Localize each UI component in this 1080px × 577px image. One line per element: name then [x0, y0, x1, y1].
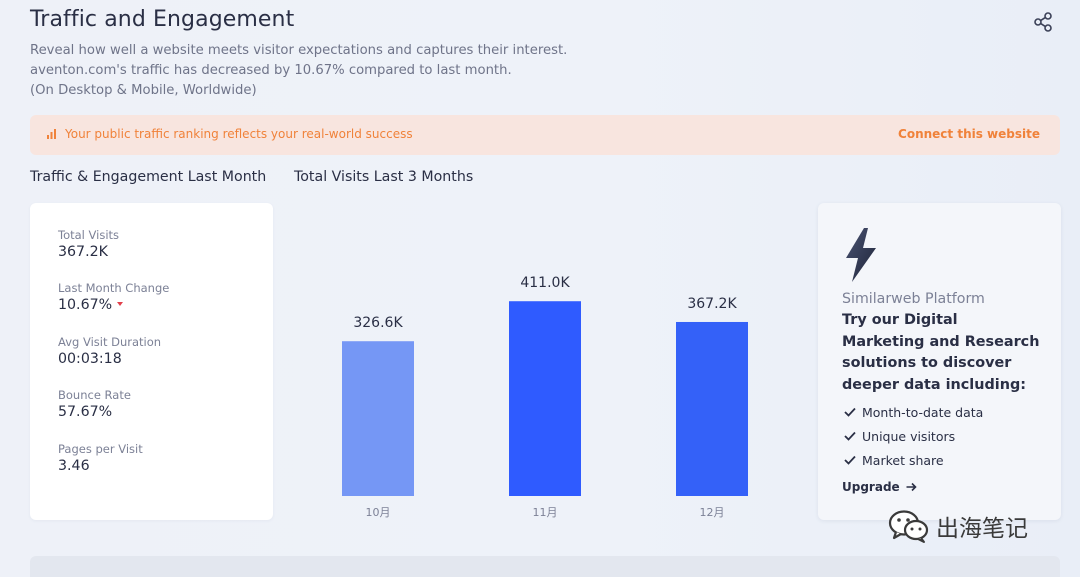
metric-label: Last Month Change: [58, 281, 170, 295]
total-visits-chart: 326.6K 10月 411.0K 11月 367.2K 12月: [290, 200, 810, 530]
upgrade-link[interactable]: Upgrade: [842, 480, 917, 494]
bar-1[interactable]: [509, 301, 581, 496]
wechat-icon: [888, 510, 929, 543]
metric-bounce-rate: Bounce Rate 57.67%: [58, 388, 131, 420]
bar-chart-svg: 326.6K 10月 411.0K 11月 367.2K 12月: [342, 275, 748, 519]
metrics-section-label: Traffic & Engagement Last Month: [30, 169, 267, 185]
metric-value: 00:03:18: [58, 351, 161, 367]
promo-platform-name: Similarweb Platform: [842, 291, 985, 307]
list-item-label: Month-to-date data: [862, 404, 984, 420]
bar-0[interactable]: [342, 341, 414, 496]
check-icon: [844, 407, 856, 417]
metric-value: 367.2K: [58, 244, 119, 260]
banner-text: Your public traffic ranking reflects you…: [65, 127, 413, 141]
check-icon: [844, 455, 856, 465]
metric-pages-per-visit: Pages per Visit 3.46: [58, 442, 143, 474]
check-icon: [844, 431, 856, 441]
description-line: (On Desktop & Mobile, Worldwide): [30, 83, 257, 98]
metric-value-text: 10.67%: [58, 297, 113, 313]
metric-label: Bounce Rate: [58, 388, 131, 402]
metric-value-text: 367.2K: [58, 244, 108, 260]
metric-last-month-change: Last Month Change 10.67%: [58, 281, 169, 313]
next-section-card: [30, 556, 1060, 577]
bar-value-label: 326.6K: [353, 315, 403, 331]
x-tick-label: 12月: [700, 506, 725, 519]
trend-down-icon: [117, 301, 124, 306]
arrow-right-icon: [906, 482, 917, 492]
watermark-text: 出海笔记: [936, 516, 1028, 542]
metric-label: Pages per Visit: [58, 442, 143, 456]
promo-card: Similarweb Platform Try our Digital Mark…: [818, 203, 1061, 520]
description-line: aventon.com's traffic has decreased by 1…: [30, 63, 512, 78]
metric-value-text: 00:03:18: [58, 351, 122, 367]
bar-chart-icon: [47, 129, 56, 139]
upgrade-label: Upgrade: [842, 480, 900, 494]
x-tick-label: 11月: [533, 506, 558, 519]
metric-avg-visit-duration: Avg Visit Duration 00:03:18: [58, 335, 161, 367]
metric-value-text: 3.46: [58, 458, 90, 474]
list-item-label: Unique visitors: [862, 428, 956, 444]
x-tick-label: 10月: [366, 506, 391, 519]
metric-label: Total Visits: [58, 228, 120, 242]
description-line: Reveal how well a website meets visitor …: [30, 43, 568, 58]
promo-feature-list: Month-to-date data Unique visitors Marke…: [844, 400, 983, 472]
page-title: Traffic and Engagement: [30, 7, 295, 32]
metric-value: 3.46: [58, 458, 143, 474]
similarweb-bolt-logo: [846, 228, 876, 282]
chart-section-label: Total Visits Last 3 Months: [294, 169, 474, 185]
bar-2[interactable]: [676, 321, 748, 496]
connect-website-link[interactable]: Connect this website: [898, 127, 1040, 141]
share-icon[interactable]: [1032, 11, 1054, 33]
ranking-banner: Your public traffic ranking reflects you…: [30, 115, 1060, 155]
list-item: Market share: [844, 448, 983, 472]
promo-headline: Try our Digital Marketing and Research s…: [842, 312, 1040, 393]
watermark: 出海笔记: [888, 508, 1028, 544]
list-item-label: Market share: [862, 452, 944, 468]
bar-value-label: 367.2K: [687, 296, 737, 312]
list-item: Unique visitors: [844, 424, 983, 448]
description: Reveal how well a website meets visitor …: [30, 41, 650, 101]
metric-value-text: 57.67%: [58, 404, 113, 420]
metric-value: 10.67%: [58, 297, 169, 313]
bar-value-label: 411.0K: [520, 275, 570, 291]
metric-label: Avg Visit Duration: [58, 335, 162, 349]
list-item: Month-to-date data: [844, 400, 983, 424]
metrics-card: Total Visits 367.2K Last Month Change 10…: [30, 203, 273, 520]
metric-total-visits: Total Visits 367.2K: [58, 228, 119, 260]
metric-value: 57.67%: [58, 404, 131, 420]
